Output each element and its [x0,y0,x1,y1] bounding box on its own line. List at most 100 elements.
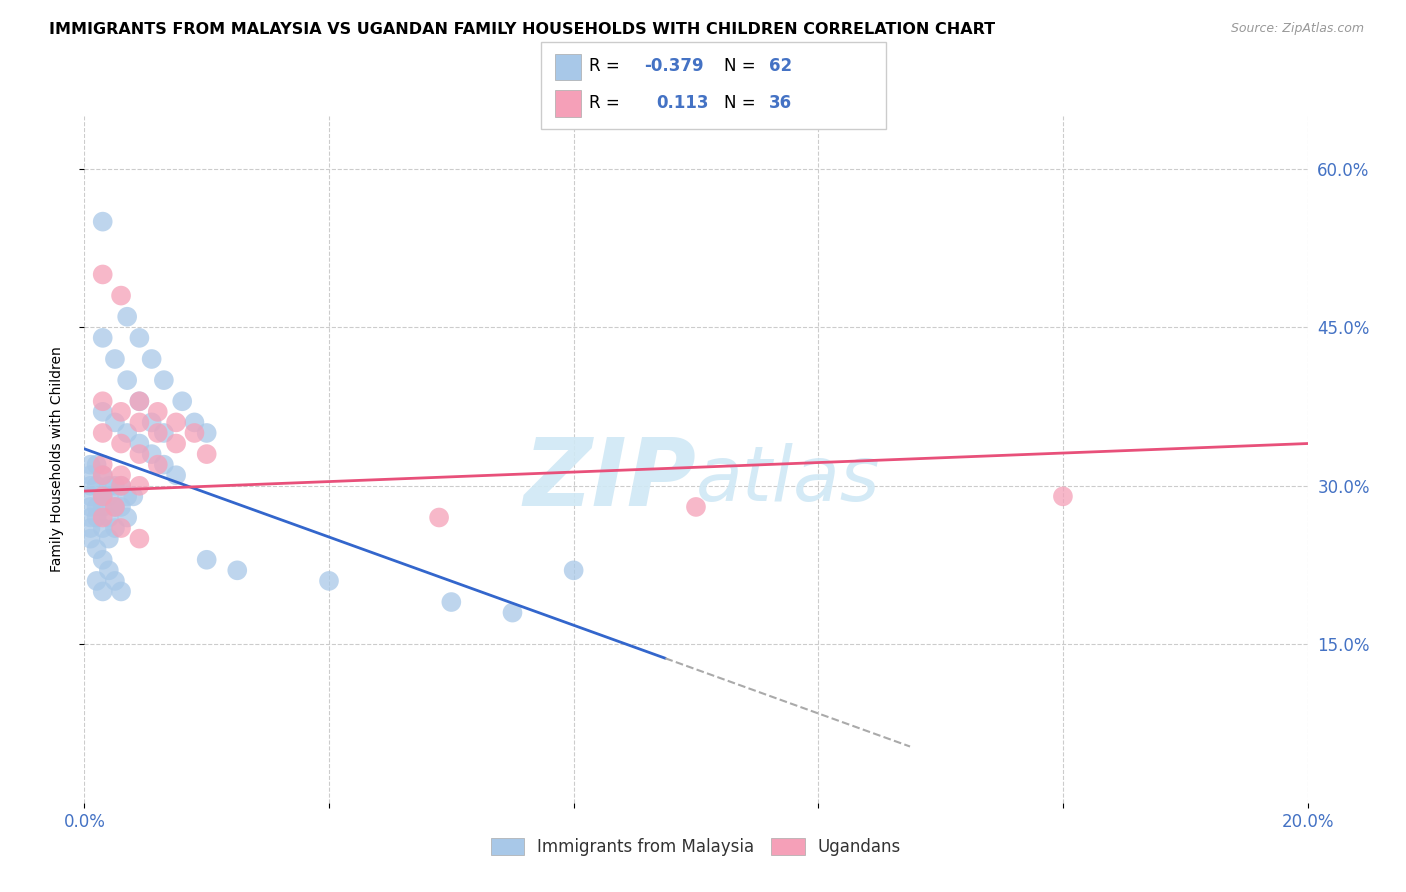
Text: -0.379: -0.379 [644,57,703,75]
Point [79,468,101,483]
Point [79,510,101,524]
Point [91,489,114,503]
Point [86,500,108,514]
Y-axis label: Family Households with Children: Family Households with Children [49,346,63,573]
Point [91,468,114,483]
Point [1052,489,1074,503]
Point [91,500,114,514]
Point [502,606,524,620]
Point [128,436,150,450]
Point [91,510,114,524]
Point [110,521,132,535]
Point [110,479,132,493]
Point [110,288,132,302]
Point [440,595,463,609]
Text: IMMIGRANTS FROM MALAYSIA VS UGANDAN FAMILY HOUSEHOLDS WITH CHILDREN CORRELATION : IMMIGRANTS FROM MALAYSIA VS UGANDAN FAMI… [49,22,995,37]
Point [79,521,101,535]
Point [172,394,194,409]
Text: N =: N = [724,94,761,112]
Point [110,405,132,419]
Text: R =: R = [589,57,626,75]
Point [183,425,205,440]
Text: N =: N = [724,57,761,75]
Point [146,458,169,472]
Text: 36: 36 [769,94,792,112]
Point [79,500,101,514]
Point [153,425,176,440]
Point [146,425,169,440]
Point [195,553,218,567]
Point [91,458,114,472]
Point [153,373,176,387]
Point [128,532,150,546]
Text: 0.113: 0.113 [657,94,709,112]
Point [86,510,108,524]
Point [91,425,114,440]
Text: Source: ZipAtlas.com: Source: ZipAtlas.com [1230,22,1364,36]
Point [91,468,114,483]
Point [153,458,176,472]
Point [110,500,132,514]
Point [128,394,150,409]
Legend: Immigrants from Malaysia, Ugandans: Immigrants from Malaysia, Ugandans [484,831,908,863]
Point [226,563,249,577]
Point [79,458,101,472]
Point [91,489,114,503]
Point [110,436,132,450]
Point [79,479,101,493]
Point [110,468,132,483]
Point [79,532,101,546]
Point [165,436,187,450]
Point [128,416,150,430]
Point [91,331,114,345]
Text: atlas: atlas [696,443,880,517]
Point [195,447,218,461]
Text: ZIP: ZIP [523,434,696,526]
Point [146,405,169,419]
Point [104,500,127,514]
Point [97,563,120,577]
Point [97,532,120,546]
Point [91,405,114,419]
Point [128,394,150,409]
Point [115,510,138,524]
Point [86,574,108,588]
Point [165,468,187,483]
Point [195,425,218,440]
Point [86,542,108,557]
Point [122,489,145,503]
Point [91,553,114,567]
Point [86,458,108,472]
Point [141,416,163,430]
Point [86,479,108,493]
Point [115,489,138,503]
Point [79,489,101,503]
Point [115,373,138,387]
Point [141,447,163,461]
Point [91,268,114,282]
Point [110,584,132,599]
Point [97,510,120,524]
Point [685,500,707,514]
Point [562,563,585,577]
Point [104,351,127,366]
Point [128,447,150,461]
Point [165,416,187,430]
Text: R =: R = [589,94,626,112]
Text: 62: 62 [769,57,792,75]
Point [141,351,163,366]
Point [91,521,114,535]
Point [104,479,127,493]
Point [91,394,114,409]
Point [97,489,120,503]
Point [104,416,127,430]
Point [104,500,127,514]
Point [110,479,132,493]
Point [128,479,150,493]
Point [115,425,138,440]
Point [91,214,114,228]
Point [115,310,138,324]
Point [128,331,150,345]
Point [104,521,127,535]
Point [97,479,120,493]
